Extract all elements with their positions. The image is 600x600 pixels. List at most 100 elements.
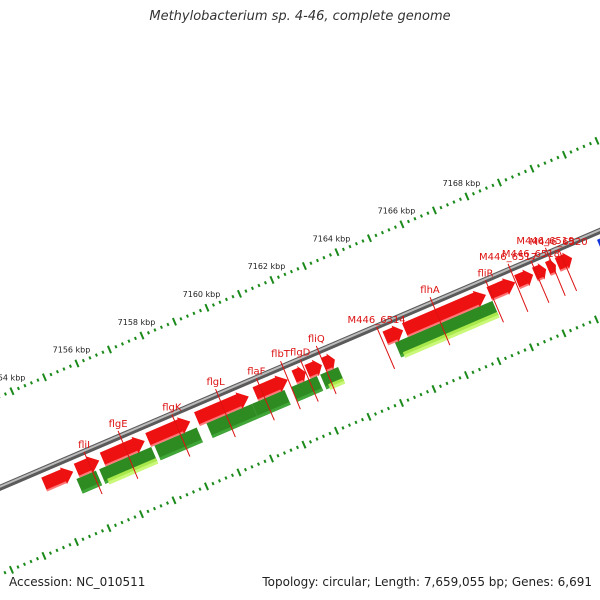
inner-tick-track bbox=[0, 136, 600, 398]
gene-labels: fliI flgE flgK flgL flaF flbT flgD fliQ M446_651… bbox=[78, 236, 588, 451]
forward-gene bbox=[290, 376, 324, 402]
inner-tick bbox=[146, 331, 150, 335]
outer-tick bbox=[3, 570, 7, 575]
inner-tick bbox=[556, 155, 560, 160]
outer-tick bbox=[73, 537, 79, 547]
inner-tick bbox=[231, 294, 235, 299]
outer-tick-track bbox=[3, 315, 599, 575]
outer-tick bbox=[380, 409, 384, 414]
inner-tick bbox=[296, 267, 300, 271]
inner-tick bbox=[426, 211, 430, 215]
label-leader bbox=[429, 297, 451, 346]
inner-tick bbox=[301, 261, 307, 271]
inner-tick bbox=[529, 164, 535, 173]
inner-tick bbox=[263, 280, 267, 285]
gene-label: flhA bbox=[420, 285, 440, 296]
inner-tick bbox=[523, 169, 527, 174]
outer-tick bbox=[126, 517, 130, 522]
gene-label-leaders bbox=[83, 247, 578, 495]
inner-tick bbox=[464, 192, 470, 201]
inner-tick bbox=[133, 336, 137, 341]
gene-label: flgK bbox=[162, 403, 182, 414]
outer-tick bbox=[81, 537, 85, 541]
reverse-gene bbox=[252, 375, 288, 402]
outer-tick bbox=[94, 531, 98, 536]
outer-tick bbox=[100, 529, 104, 533]
inner-tick bbox=[153, 328, 157, 332]
inner-tick bbox=[236, 289, 242, 298]
inner-tick bbox=[348, 244, 352, 249]
label-leader bbox=[558, 248, 578, 292]
outer-tick bbox=[419, 392, 423, 397]
inner-tick bbox=[387, 228, 391, 232]
forward-gene bbox=[76, 470, 103, 494]
outer-tick bbox=[217, 479, 221, 483]
accession-text: Accession: NC_010511 bbox=[9, 575, 146, 589]
outer-tick bbox=[445, 381, 449, 386]
outer-tick bbox=[250, 465, 254, 469]
outer-tick bbox=[211, 481, 215, 486]
reverse-gene bbox=[99, 436, 145, 467]
outer-tick bbox=[568, 328, 572, 333]
inner-tick bbox=[198, 308, 202, 313]
outer-tick bbox=[22, 562, 26, 567]
outer-tick bbox=[133, 515, 137, 519]
reverse-strand-track bbox=[41, 252, 573, 492]
inner-tick bbox=[166, 322, 170, 327]
figure-title: Methylobacterium sp. 4-46, complete geno… bbox=[149, 9, 451, 24]
outer-tick bbox=[575, 326, 579, 330]
label-leader bbox=[299, 359, 319, 402]
inner-tick bbox=[549, 158, 553, 163]
outer-tick bbox=[87, 534, 91, 539]
outer-tick bbox=[16, 565, 20, 569]
inner-tick bbox=[36, 378, 40, 382]
inner-tick bbox=[29, 381, 33, 385]
outer-tick bbox=[536, 342, 540, 347]
outer-tick bbox=[328, 431, 332, 436]
outer-tick bbox=[35, 556, 39, 561]
outer-tick bbox=[230, 473, 234, 478]
inner-tick bbox=[283, 272, 287, 277]
outer-tick bbox=[224, 476, 228, 480]
genome-backbone bbox=[0, 227, 600, 491]
inner-tick bbox=[41, 373, 47, 382]
outer-tick bbox=[366, 412, 372, 421]
label-leader bbox=[83, 451, 103, 495]
label-leader bbox=[507, 263, 529, 313]
outer-tick bbox=[55, 548, 59, 553]
outer-tick bbox=[393, 403, 397, 408]
inner-tick bbox=[139, 331, 145, 340]
inner-tick bbox=[478, 189, 482, 193]
gene-label: fliR bbox=[477, 268, 493, 279]
tick-label: 7162 kbp bbox=[248, 262, 286, 271]
outer-tick bbox=[581, 323, 585, 327]
outer-tick bbox=[171, 496, 177, 505]
inner-tick bbox=[114, 344, 118, 349]
inner-tick bbox=[491, 183, 495, 188]
inner-tick bbox=[218, 300, 222, 304]
outer-tick bbox=[29, 559, 33, 564]
inner-tick bbox=[569, 150, 573, 154]
inner-tick bbox=[94, 353, 98, 357]
inner-tick bbox=[62, 367, 66, 371]
inner-tick bbox=[341, 247, 345, 252]
outer-tick bbox=[438, 384, 442, 388]
outer-tick bbox=[185, 492, 189, 497]
reverse-gene bbox=[486, 278, 516, 301]
label-leader bbox=[315, 345, 337, 395]
inner-tick bbox=[159, 325, 163, 330]
inner-tick bbox=[74, 359, 80, 368]
outer-tick bbox=[386, 406, 390, 411]
inner-tick bbox=[23, 383, 27, 388]
gene-label: flbT bbox=[271, 349, 291, 360]
inner-tick bbox=[204, 303, 210, 312]
inner-tick bbox=[431, 206, 437, 215]
outer-tick bbox=[191, 490, 195, 494]
outer-tick bbox=[588, 320, 592, 325]
outer-tick bbox=[256, 462, 260, 466]
inner-tick bbox=[257, 283, 261, 288]
reverse-gene bbox=[545, 258, 556, 276]
outer-tick bbox=[333, 426, 339, 435]
outer-tick bbox=[61, 545, 65, 550]
inner-tick bbox=[366, 234, 372, 243]
